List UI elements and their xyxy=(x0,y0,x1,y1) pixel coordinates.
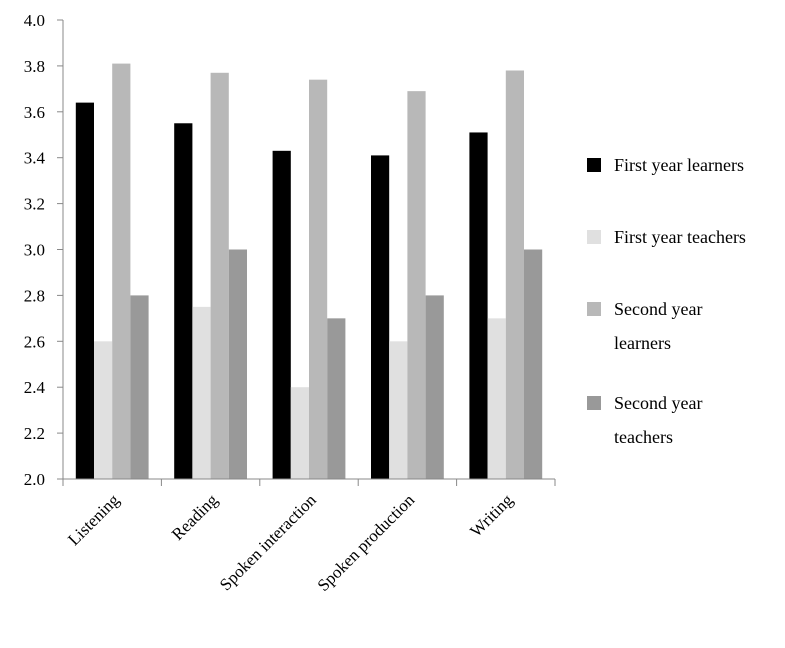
bar xyxy=(524,249,543,479)
bar xyxy=(272,150,291,479)
y-tick-label: 4.0 xyxy=(24,11,45,30)
y-axis: 2.0 2.2 2.4 2.6 2.8 3.0 3.2 3.4 3.6 3.8 4.0 xyxy=(24,11,64,489)
legend-label: Second year xyxy=(614,393,703,413)
bar xyxy=(487,318,506,479)
legend-item-first-year-learners: First year learners xyxy=(587,148,785,182)
bar xyxy=(94,341,113,479)
y-tick-label: 3.6 xyxy=(24,103,45,122)
y-tick-label: 3.8 xyxy=(24,57,45,76)
bar xyxy=(505,70,524,480)
legend-swatch xyxy=(587,158,601,172)
bar xyxy=(407,91,426,480)
y-tick-label: 3.2 xyxy=(24,195,45,214)
legend-label: First year teachers xyxy=(614,227,746,247)
legend-label-line2: learners xyxy=(614,333,671,353)
bars xyxy=(75,63,543,480)
bar xyxy=(228,249,247,479)
bar xyxy=(327,318,346,479)
bar xyxy=(174,123,193,480)
legend-label: First year learners xyxy=(614,155,744,175)
legend-swatch xyxy=(587,302,601,316)
bar xyxy=(425,295,444,479)
y-tick-label: 2.4 xyxy=(24,378,46,397)
bar xyxy=(389,341,408,479)
y-tick-label: 2.0 xyxy=(24,470,45,489)
bar xyxy=(469,132,488,479)
legend-item-second-year-learners: Second year learners xyxy=(587,292,785,360)
x-category-label: Reading xyxy=(168,490,222,544)
bar xyxy=(112,63,131,479)
y-tick-label: 3.4 xyxy=(24,149,46,168)
x-category-label: Writing xyxy=(466,490,517,541)
bar xyxy=(290,387,309,479)
bar xyxy=(210,72,229,479)
bar xyxy=(130,295,149,479)
legend-swatch xyxy=(587,396,601,410)
y-tick-label: 2.8 xyxy=(24,286,45,305)
bar xyxy=(192,306,211,479)
legend: First year learners First year teachers … xyxy=(587,148,785,480)
bar xyxy=(371,155,390,479)
x-category-label: Listening xyxy=(64,490,123,549)
x-category-label: Spoken production xyxy=(314,490,419,595)
y-tick-label: 2.2 xyxy=(24,424,45,443)
legend-label: Second year xyxy=(614,299,703,319)
bar xyxy=(75,102,94,480)
y-tick-label: 3.0 xyxy=(24,241,45,260)
x-category-label: Spoken interaction xyxy=(216,490,320,594)
legend-label-line2: teachers xyxy=(614,427,673,447)
legend-item-second-year-teachers: Second year teachers xyxy=(587,386,785,454)
y-tick-label: 2.6 xyxy=(24,332,45,351)
bar xyxy=(309,79,328,480)
legend-item-first-year-teachers: First year teachers xyxy=(587,220,785,254)
legend-swatch xyxy=(587,230,601,244)
